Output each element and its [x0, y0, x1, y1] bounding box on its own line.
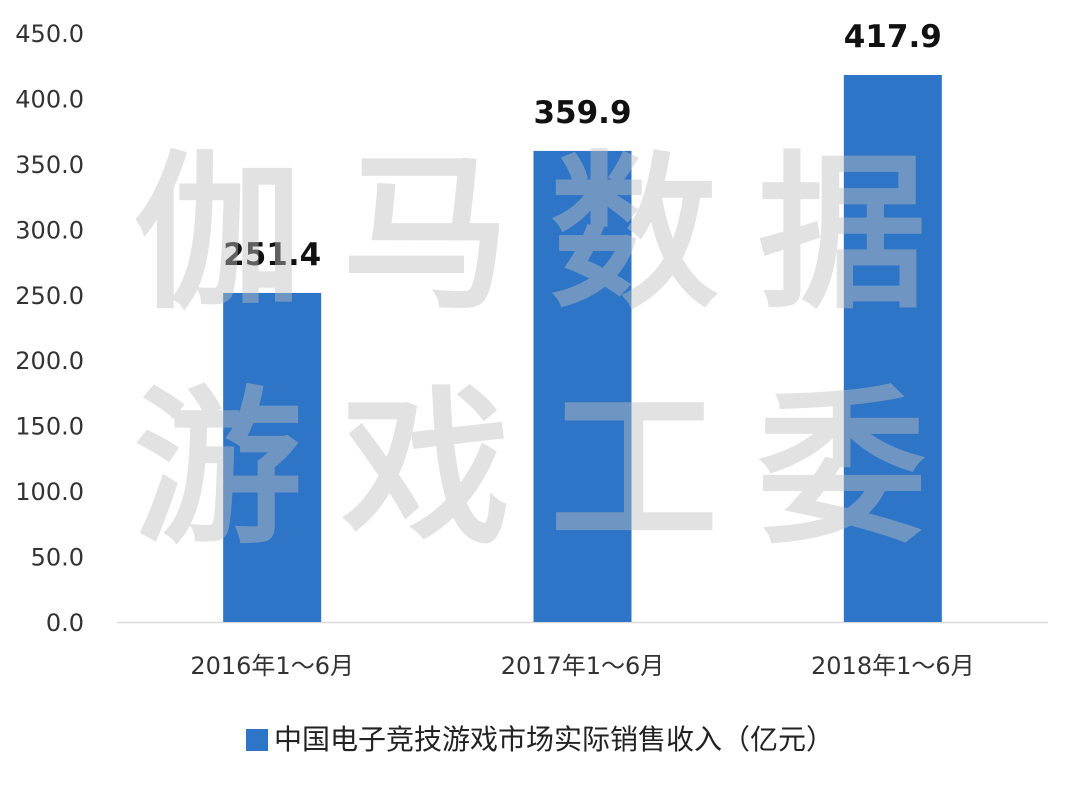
- y-tick-label: 200.0: [15, 347, 84, 375]
- y-tick-label: 150.0: [15, 413, 84, 441]
- legend-label: 中国电子竞技游戏市场实际销售收入（亿元）: [273, 723, 834, 756]
- y-tick-label: 250.0: [15, 282, 84, 310]
- y-tick-label: 450.0: [15, 20, 84, 48]
- data-label: 417.9: [844, 19, 942, 55]
- data-label: 251.4: [223, 237, 321, 273]
- bar: [533, 150, 632, 622]
- data-label: 359.9: [533, 95, 631, 131]
- x-tick-label: 2018年1～6月: [811, 652, 975, 680]
- x-tick-label: 2017年1～6月: [501, 652, 665, 680]
- y-tick-label: 50.0: [31, 544, 84, 572]
- legend-swatch: [245, 729, 268, 751]
- legend: 中国电子竞技游戏市场实际销售收入（亿元）: [0, 718, 1080, 758]
- y-tick-label: 100.0: [15, 478, 84, 506]
- y-tick-label: 350.0: [15, 151, 84, 179]
- bar: [843, 75, 942, 623]
- bar: [223, 292, 322, 622]
- y-tick-label: 400.0: [15, 85, 84, 113]
- y-tick-label: 0.0: [46, 609, 84, 637]
- y-tick-label: 300.0: [15, 216, 84, 244]
- x-tick-label: 2016年1～6月: [190, 652, 354, 680]
